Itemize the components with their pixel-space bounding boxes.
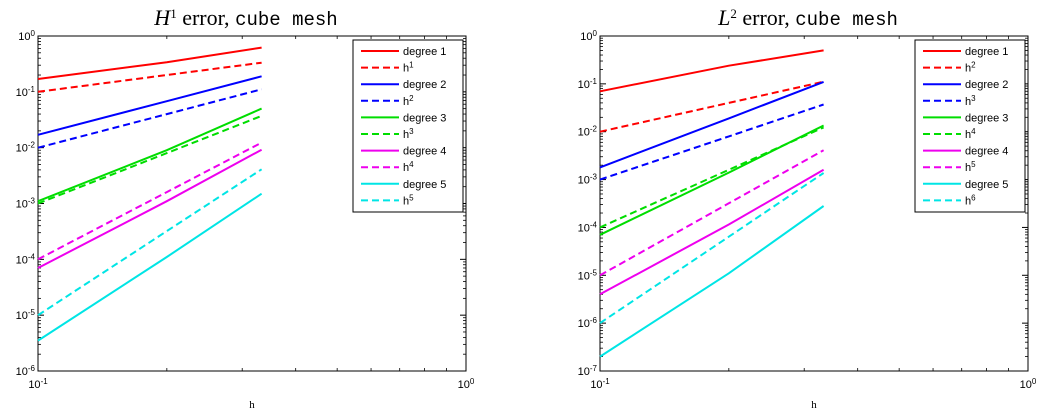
legend-label: degree 5 <box>965 179 1008 191</box>
legend-label: h1 <box>403 60 414 75</box>
y-tick-label: 10-6 <box>16 364 36 379</box>
legend-label: degree 4 <box>965 146 1008 158</box>
y-tick-label: 10-5 <box>16 308 36 323</box>
legend-label: degree 1 <box>965 46 1008 58</box>
legend-label: h2 <box>965 60 976 75</box>
legend-label: h4 <box>403 160 414 175</box>
y-tick-label: 10-1 <box>16 84 36 99</box>
series-line-degree-3 <box>37 107 263 203</box>
series-line-h1 <box>37 61 262 93</box>
series-line-degree-5 <box>37 192 263 342</box>
legend-label: h5 <box>965 160 976 175</box>
series-line-h6 <box>599 172 825 324</box>
legend-label: h5 <box>403 193 414 208</box>
legend-label: h4 <box>965 127 976 142</box>
chart-title: L2 error, cube mesh <box>717 5 898 31</box>
series-line-degree-1 <box>599 49 824 93</box>
legend-label: h2 <box>403 93 414 108</box>
series-line-h3 <box>599 103 824 181</box>
legend-label: h3 <box>965 93 976 108</box>
series-line-degree-2 <box>599 80 824 169</box>
x-tick-label: 100 <box>1020 377 1037 392</box>
x-tick-label: 100 <box>458 377 475 392</box>
series-line-h4 <box>599 126 825 229</box>
series-line-h5 <box>599 149 825 277</box>
legend-label: degree 5 <box>403 179 446 191</box>
y-tick-label: 10-2 <box>578 124 598 139</box>
legend-label: degree 4 <box>403 146 446 158</box>
series-line-degree-4 <box>37 148 263 269</box>
x-tick-label: 10-1 <box>590 377 610 392</box>
series-line-degree-5 <box>599 205 825 358</box>
chart-title: H1 error, cube mesh <box>153 5 337 31</box>
series-line-degree-1 <box>37 46 262 80</box>
legend-label: degree 2 <box>965 79 1008 91</box>
legend-label: degree 3 <box>403 112 446 124</box>
y-tick-label: 10-4 <box>578 220 598 235</box>
y-tick-label: 100 <box>18 29 35 44</box>
series-line-degree-2 <box>37 75 262 136</box>
series-line-degree-4 <box>599 168 825 296</box>
h1-error-chart: H1 error, cube mesh 100 10-1 10-2 10-3 10-4 1… <box>16 5 475 411</box>
y-tick-label: 10-6 <box>578 316 598 331</box>
legend-label: degree 3 <box>965 112 1008 124</box>
legend-label: h3 <box>403 127 414 142</box>
y-tick-label: 10-7 <box>578 364 598 379</box>
l2-error-chart: L2 error, cube mesh 100 10-1 10-2 10-3 10-4 1… <box>578 5 1037 411</box>
y-tick-label: 10-3 <box>16 196 36 211</box>
y-tick-label: 10-3 <box>578 172 598 187</box>
y-tick-label: 10-2 <box>16 140 36 155</box>
x-axis-label: h <box>249 399 255 411</box>
x-tick-label: 10-1 <box>28 377 48 392</box>
series-line-h2 <box>37 88 262 149</box>
legend-label: degree 2 <box>403 79 446 91</box>
legend-label: h6 <box>965 193 976 208</box>
y-tick-label: 100 <box>580 29 597 44</box>
series-line-h3 <box>37 114 262 205</box>
legend-label: degree 1 <box>403 46 446 58</box>
series-line-h4 <box>37 141 263 261</box>
y-tick-label: 10-5 <box>578 268 598 283</box>
x-axis-label: h <box>811 399 817 411</box>
y-tick-label: 10-1 <box>578 76 598 91</box>
y-tick-label: 10-4 <box>16 252 36 267</box>
